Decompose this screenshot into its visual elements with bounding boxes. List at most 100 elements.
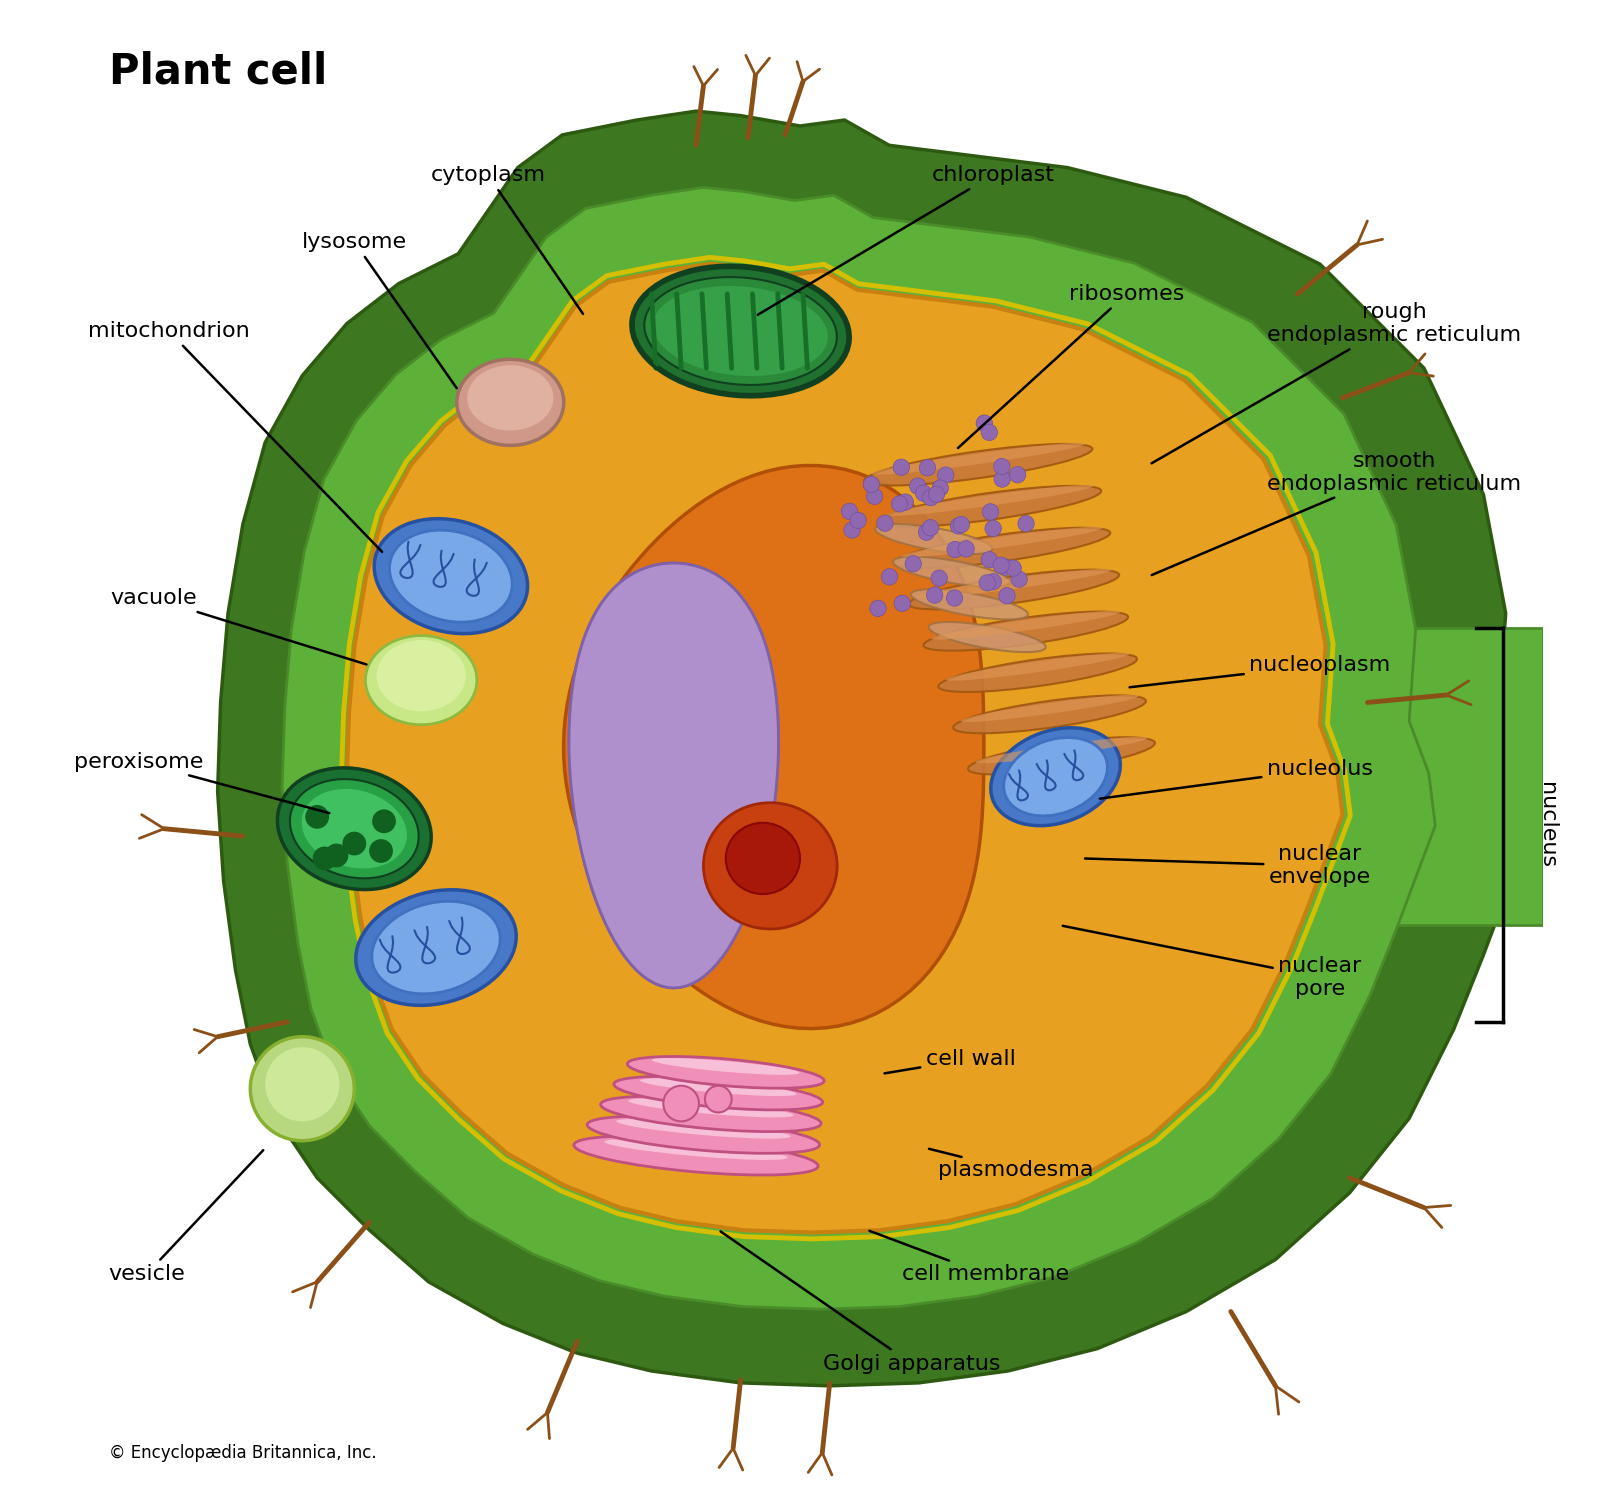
- Circle shape: [923, 490, 939, 506]
- Ellipse shape: [616, 1119, 790, 1138]
- Text: mitochondrion: mitochondrion: [88, 321, 382, 551]
- Circle shape: [1018, 515, 1034, 532]
- Polygon shape: [282, 187, 1435, 1309]
- Ellipse shape: [910, 589, 1027, 620]
- Text: Plant cell: Plant cell: [109, 49, 328, 93]
- Circle shape: [950, 518, 966, 533]
- Circle shape: [954, 517, 970, 533]
- Ellipse shape: [875, 524, 992, 554]
- Text: chloroplast: chloroplast: [758, 164, 1054, 315]
- Circle shape: [947, 541, 963, 557]
- Ellipse shape: [931, 611, 1120, 639]
- Circle shape: [306, 805, 330, 829]
- Ellipse shape: [704, 802, 837, 929]
- Circle shape: [994, 471, 1010, 487]
- Polygon shape: [347, 264, 1342, 1233]
- Circle shape: [976, 415, 992, 432]
- Ellipse shape: [864, 444, 1093, 486]
- Ellipse shape: [938, 653, 1138, 692]
- Circle shape: [842, 503, 858, 520]
- Circle shape: [982, 503, 998, 520]
- Ellipse shape: [640, 1079, 797, 1097]
- Ellipse shape: [627, 1056, 824, 1088]
- Circle shape: [866, 489, 883, 505]
- Circle shape: [1010, 466, 1026, 483]
- Circle shape: [893, 459, 909, 475]
- Ellipse shape: [651, 1058, 800, 1074]
- Circle shape: [850, 512, 866, 529]
- Text: rough
endoplasmic reticulum: rough endoplasmic reticulum: [1152, 302, 1522, 463]
- Circle shape: [938, 468, 954, 483]
- Ellipse shape: [726, 823, 800, 893]
- Text: lysosome: lysosome: [302, 232, 456, 388]
- Circle shape: [920, 460, 936, 477]
- Circle shape: [994, 557, 1010, 574]
- Ellipse shape: [1003, 738, 1107, 816]
- Circle shape: [997, 559, 1013, 575]
- Text: nucleoplasm: nucleoplasm: [1130, 656, 1390, 687]
- Ellipse shape: [629, 1098, 794, 1118]
- Ellipse shape: [894, 527, 1110, 568]
- Circle shape: [922, 520, 939, 536]
- Ellipse shape: [893, 557, 1010, 587]
- Ellipse shape: [946, 653, 1130, 681]
- Circle shape: [994, 459, 1010, 475]
- Circle shape: [250, 1037, 354, 1141]
- Ellipse shape: [909, 569, 1118, 610]
- Ellipse shape: [371, 901, 501, 994]
- Circle shape: [918, 524, 934, 541]
- Text: © Encyclopædia Britannica, Inc.: © Encyclopædia Britannica, Inc.: [109, 1443, 376, 1461]
- Text: nucleolus: nucleolus: [1099, 759, 1373, 799]
- Circle shape: [909, 478, 926, 495]
- Ellipse shape: [645, 276, 837, 385]
- Circle shape: [706, 1086, 731, 1113]
- Ellipse shape: [600, 1097, 821, 1131]
- Text: plasmodesma: plasmodesma: [930, 1149, 1093, 1180]
- Circle shape: [928, 486, 944, 502]
- Text: nuclear
envelope: nuclear envelope: [1085, 844, 1371, 887]
- Circle shape: [870, 601, 886, 617]
- Text: cytoplasm: cytoplasm: [430, 164, 582, 314]
- Circle shape: [981, 424, 997, 441]
- Polygon shape: [218, 111, 1528, 1386]
- Circle shape: [312, 847, 336, 871]
- Ellipse shape: [960, 695, 1139, 722]
- Circle shape: [1011, 571, 1027, 587]
- Text: vacuole: vacuole: [110, 589, 366, 665]
- Circle shape: [1005, 560, 1021, 577]
- Ellipse shape: [290, 778, 419, 878]
- Ellipse shape: [923, 611, 1128, 651]
- Polygon shape: [570, 563, 779, 988]
- Text: Golgi apparatus: Golgi apparatus: [720, 1231, 1000, 1373]
- Ellipse shape: [634, 267, 848, 394]
- Text: ribosomes: ribosomes: [958, 284, 1184, 448]
- Ellipse shape: [990, 728, 1120, 826]
- Circle shape: [877, 515, 893, 532]
- Ellipse shape: [389, 530, 512, 622]
- Circle shape: [862, 477, 880, 493]
- Text: peroxisome: peroxisome: [74, 751, 330, 813]
- Circle shape: [926, 587, 942, 604]
- Text: vesicle: vesicle: [107, 1150, 264, 1285]
- Circle shape: [933, 480, 949, 496]
- Ellipse shape: [376, 639, 466, 711]
- Ellipse shape: [365, 635, 477, 725]
- Ellipse shape: [574, 1135, 818, 1174]
- Polygon shape: [570, 563, 779, 988]
- Circle shape: [906, 556, 922, 572]
- Circle shape: [946, 590, 963, 607]
- Circle shape: [843, 521, 861, 538]
- Ellipse shape: [614, 1076, 822, 1110]
- Circle shape: [998, 587, 1014, 604]
- Text: cell membrane: cell membrane: [869, 1231, 1069, 1285]
- Text: nuclear
pore: nuclear pore: [1062, 926, 1362, 999]
- Circle shape: [664, 1086, 699, 1122]
- Ellipse shape: [587, 1116, 819, 1153]
- Circle shape: [342, 832, 366, 856]
- Ellipse shape: [355, 890, 517, 1005]
- Circle shape: [986, 574, 1002, 590]
- Ellipse shape: [928, 622, 1046, 651]
- Ellipse shape: [277, 768, 430, 889]
- Polygon shape: [1320, 627, 1542, 925]
- Ellipse shape: [968, 737, 1155, 774]
